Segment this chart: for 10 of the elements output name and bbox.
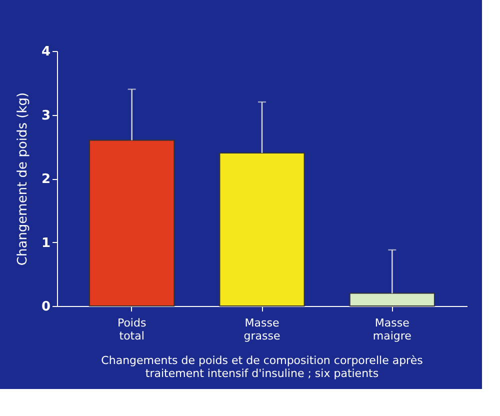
y-tick-label: 2 [41,172,50,187]
x-tick-label: Masse maigre [372,316,412,342]
y-axis-title: Changement de poids (kg) [15,92,30,266]
y-tick-label: 0 [41,300,50,314]
text: Changements de poids et de composition corporelle après traitement intensif d'insuline ; six patients [101,354,424,380]
x-tick-label: Masse grasse [244,316,280,342]
y-tick-label: 4 [41,44,50,60]
y-tick-label: 1 [41,236,50,251]
x-tick-label: Poids total [117,316,146,342]
y-tick-label: 3 [41,108,50,124]
